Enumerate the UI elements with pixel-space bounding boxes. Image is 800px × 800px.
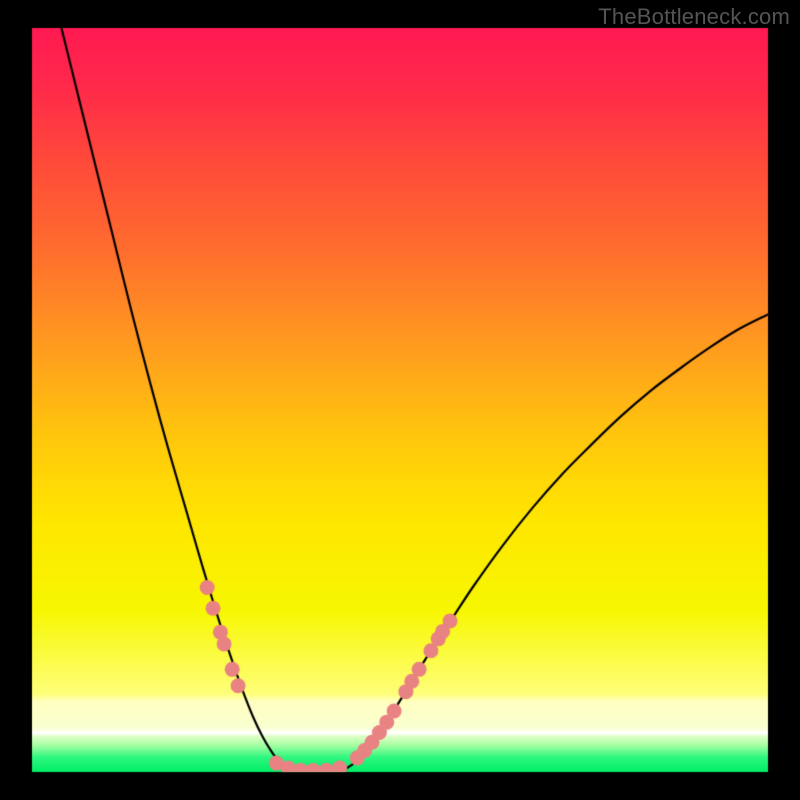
bottleneck-curve <box>0 0 800 800</box>
watermark-text: TheBottleneck.com <box>598 4 790 30</box>
